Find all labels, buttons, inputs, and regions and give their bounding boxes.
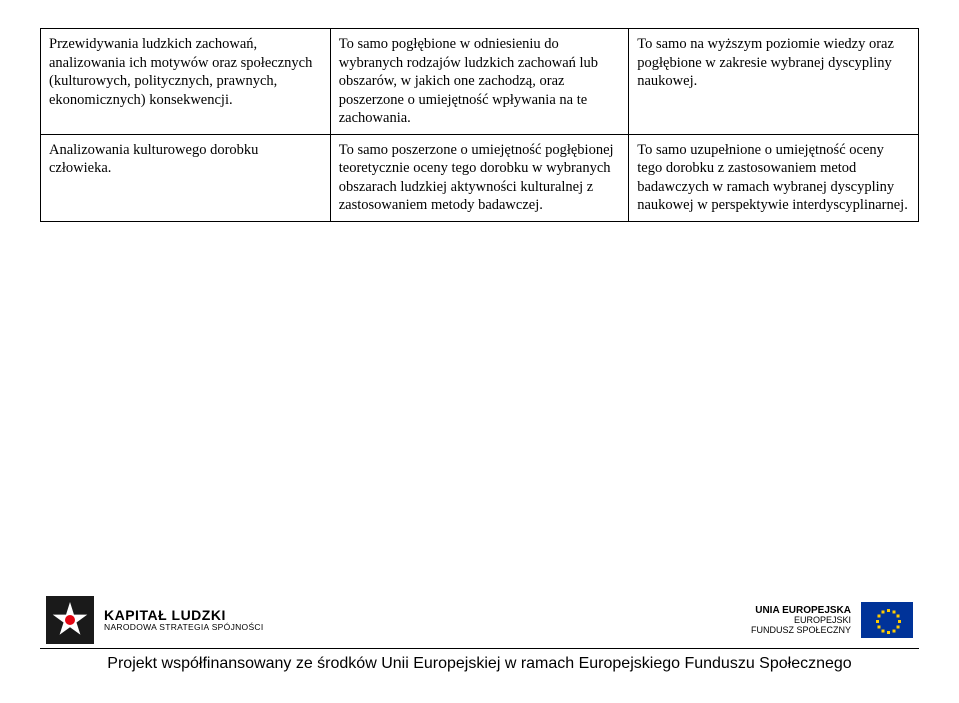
eu-flag-icon [861,602,913,638]
ue-label: UNIA EUROPEJSKA EUROPEJSKI FUNDUSZ SPOŁE… [751,605,851,636]
kapital-ludzki-label: KAPITAŁ LUDZKI NARODOWA STRATEGIA SPÓJNO… [104,608,264,632]
logo-unia-europejska: UNIA EUROPEJSKA EUROPEJSKI FUNDUSZ SPOŁE… [751,602,913,638]
ue-line3: FUNDUSZ SPOŁECZNY [751,626,851,636]
content-table: Przewidywania ludzkich zachowań, analizo… [40,28,919,222]
logo-kapital-ludzki: KAPITAŁ LUDZKI NARODOWA STRATEGIA SPÓJNO… [46,596,264,644]
cell-r0-c2: To samo na wyższym poziomie wiedzy oraz … [629,29,919,135]
footer-caption: Projekt współfinansowany ze środków Unii… [40,655,919,673]
kapital-ludzki-icon [46,596,94,644]
cell-r1-c1: To samo poszerzone o umiejętność pogłębi… [330,134,629,221]
footer-divider [40,648,919,649]
footer: KAPITAŁ LUDZKI NARODOWA STRATEGIA SPÓJNO… [40,596,919,673]
cell-r0-c0: Przewidywania ludzkich zachowań, analizo… [41,29,331,135]
cell-r1-c0: Analizowania kulturowego dorobku człowie… [41,134,331,221]
cell-r0-c1: To samo pogłębione w odniesieniu do wybr… [330,29,629,135]
table-row: Analizowania kulturowego dorobku człowie… [41,134,919,221]
kl-line1: KAPITAŁ LUDZKI [104,608,264,623]
footer-logos: KAPITAŁ LUDZKI NARODOWA STRATEGIA SPÓJNO… [40,596,919,646]
table-row: Przewidywania ludzkich zachowań, analizo… [41,29,919,135]
slide-page: Przewidywania ludzkich zachowań, analizo… [0,0,959,703]
cell-r1-c2: To samo uzupełnione o umiejętność oceny … [629,134,919,221]
kl-line2: NARODOWA STRATEGIA SPÓJNOŚCI [104,623,264,632]
ue-line1: UNIA EUROPEJSKA [751,605,851,616]
